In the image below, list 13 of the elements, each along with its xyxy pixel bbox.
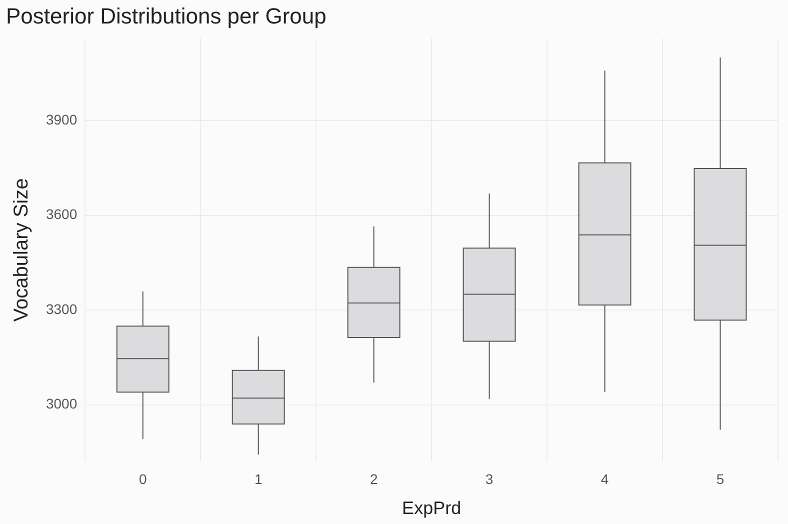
- y-tick-label: 3300: [46, 300, 78, 317]
- y-axis-title: Vocabulary Size: [10, 178, 33, 322]
- x-tick-label: 5: [716, 470, 724, 487]
- y-tick-label: 3600: [46, 206, 78, 222]
- x-tick-label: 0: [138, 470, 147, 487]
- y-tick-label: 3000: [46, 396, 78, 412]
- x-axis-title: ExpPrd: [402, 498, 462, 518]
- x-tick-label: 3: [485, 470, 494, 487]
- x-tick-label: 2: [370, 470, 378, 487]
- y-tick-label: 3900: [46, 111, 78, 128]
- x-tick-label: 4: [600, 470, 609, 487]
- x-tick-label: 1: [254, 470, 262, 487]
- chart-title: Posterior Distributions per Group: [6, 3, 326, 28]
